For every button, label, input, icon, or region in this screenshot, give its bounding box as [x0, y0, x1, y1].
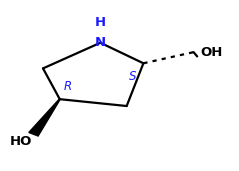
- Polygon shape: [29, 99, 60, 136]
- Text: H: H: [95, 16, 106, 29]
- Text: N: N: [95, 36, 106, 49]
- Text: S: S: [129, 70, 136, 83]
- Text: R: R: [64, 80, 72, 93]
- Text: OH: OH: [201, 46, 223, 59]
- Text: HO: HO: [10, 135, 32, 148]
